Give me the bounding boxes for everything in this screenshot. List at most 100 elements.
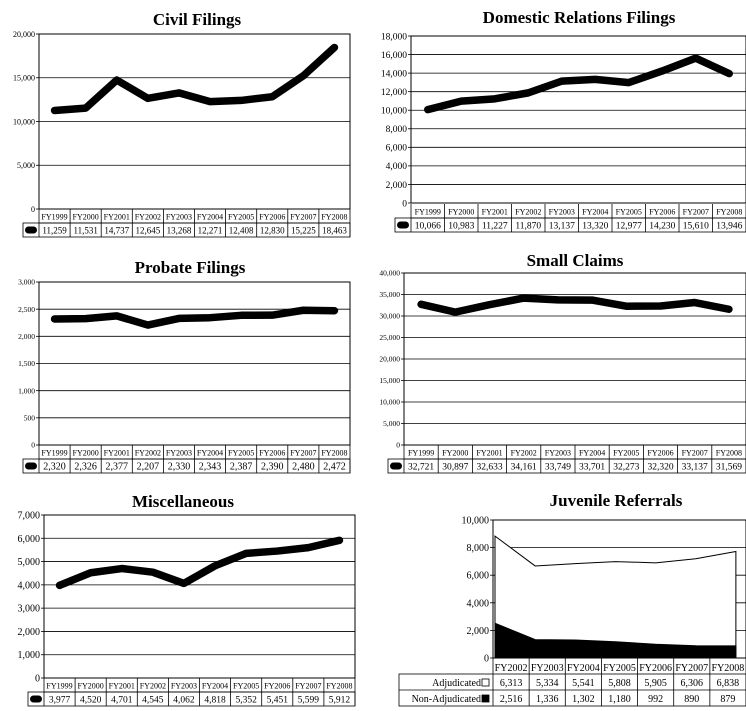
x-tick-label: FY2008	[716, 208, 742, 217]
data-point	[206, 98, 214, 105]
x-tick-label: FY2007	[683, 208, 709, 217]
data-point	[144, 321, 152, 329]
y-tick-label: 5,000	[17, 161, 35, 170]
data-point	[51, 315, 58, 323]
y-tick-label: 12,000	[381, 88, 407, 98]
data-point	[623, 303, 630, 310]
data-point	[242, 550, 250, 557]
x-tick-label: FY2003	[545, 449, 571, 458]
data-label: 5,334	[536, 678, 559, 689]
x-tick-label: FY2005	[228, 213, 254, 222]
data-point	[305, 544, 312, 551]
y-tick-label: 0	[31, 441, 35, 450]
y-tick-label: 0	[31, 205, 35, 214]
x-tick-label: FY2005	[613, 449, 639, 458]
legend-label: Adjudicated	[432, 678, 481, 689]
data-point	[424, 106, 431, 113]
y-tick-label: 18,000	[381, 32, 407, 42]
data-point	[175, 315, 183, 322]
x-tick-label: FY2000	[448, 208, 474, 217]
data-label: 6,838	[717, 678, 740, 689]
y-tick-label: 14,000	[381, 69, 407, 79]
data-point	[692, 54, 699, 62]
y-tick-label: 8,000	[386, 125, 408, 135]
y-tick-label: 7,000	[18, 511, 41, 522]
legend-key	[390, 462, 402, 470]
x-tick-label: FY2002	[515, 208, 541, 217]
data-label: 5,451	[267, 696, 289, 706]
data-point	[554, 296, 562, 304]
x-tick-label: FY2006	[259, 449, 285, 458]
x-tick-label: FY2002	[511, 449, 537, 458]
x-tick-label: FY2001	[104, 213, 130, 222]
y-tick-label: 10,000	[381, 107, 407, 117]
data-point	[144, 95, 152, 102]
y-tick-label: 20,000	[13, 30, 35, 39]
data-label: 6,306	[681, 678, 704, 689]
data-label: 15,225	[291, 226, 316, 236]
data-label: 2,320	[43, 462, 66, 473]
x-tick-label: FY2004	[579, 449, 605, 458]
y-tick-label: 2,000	[18, 332, 35, 341]
x-tick-label: FY2003	[531, 663, 564, 674]
x-tick-label: FY1999	[415, 208, 441, 217]
data-point	[269, 311, 276, 319]
y-tick-label: 2,000	[386, 181, 408, 191]
x-tick-label: FY2006	[649, 208, 675, 217]
data-label: 4,701	[111, 696, 133, 706]
x-tick-label: FY2002	[135, 449, 161, 458]
y-tick-label: 0	[35, 674, 40, 685]
data-point	[588, 296, 596, 304]
area-non-adjudicated	[494, 622, 737, 659]
data-point	[417, 301, 425, 308]
chart-title: Civil Filings	[153, 10, 242, 29]
data-point	[82, 315, 89, 322]
y-tick-label: 4,000	[386, 162, 408, 172]
data-point	[274, 547, 281, 555]
data-point	[180, 580, 188, 587]
legend-key	[25, 226, 37, 234]
data-label: 18,463	[322, 226, 347, 236]
data-point	[486, 301, 493, 308]
data-point	[452, 308, 459, 316]
data-label: 5,541	[572, 678, 595, 689]
y-tick-label: 15,000	[379, 376, 400, 385]
legend-label: Non-Adjudicated	[412, 694, 481, 705]
data-point	[520, 294, 527, 302]
data-point	[113, 312, 120, 320]
chart-title: Juvenile Referrals	[550, 491, 683, 510]
x-tick-label: FY2000	[78, 682, 104, 691]
data-point	[56, 582, 63, 589]
data-point	[149, 568, 157, 576]
data-label: 33,749	[545, 463, 571, 473]
legend-swatch	[481, 694, 490, 703]
data-point	[269, 93, 276, 100]
data-label: 2,516	[500, 694, 523, 705]
legend-swatch	[481, 678, 490, 687]
data-label: 879	[720, 694, 735, 705]
x-tick-label: FY1999	[41, 449, 67, 458]
y-tick-label: 2,000	[467, 626, 490, 637]
data-point	[725, 306, 733, 313]
data-label: 32,633	[476, 463, 502, 473]
data-label: 2,387	[230, 462, 253, 473]
data-label: 5,599	[298, 696, 320, 706]
data-label: 13,320	[582, 222, 608, 232]
x-tick-label: FY2000	[73, 449, 99, 458]
data-label: 6,313	[500, 678, 523, 689]
data-label: 14,230	[649, 222, 675, 232]
data-point	[331, 44, 338, 51]
y-tick-label: 2,000	[18, 627, 41, 638]
x-tick-label: FY2008	[716, 449, 742, 458]
x-tick-label: FY2004	[197, 213, 223, 222]
data-label: 2,330	[168, 462, 191, 473]
data-point	[726, 70, 733, 77]
data-point	[331, 307, 338, 314]
data-point	[82, 104, 89, 112]
x-tick-label: FY1999	[408, 449, 434, 458]
y-tick-label: 5,000	[383, 419, 400, 428]
series-line	[55, 536, 344, 590]
data-label: 2,207	[137, 462, 160, 473]
data-label: 32,320	[647, 463, 673, 473]
data-label: 32,273	[613, 463, 639, 473]
